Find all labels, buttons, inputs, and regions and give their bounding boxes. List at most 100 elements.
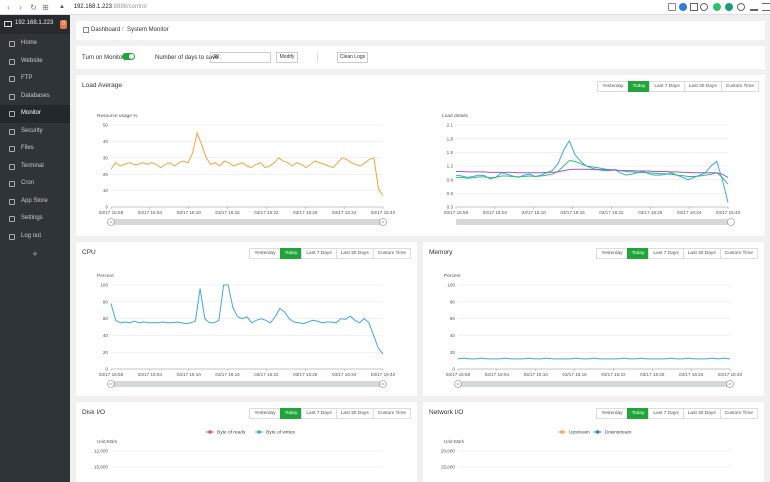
x-tick-label: 03/17 16:10 [177, 210, 202, 215]
slider-handle[interactable] [727, 218, 735, 226]
tab-custom-time[interactable]: Custom Time [372, 408, 411, 419]
panel-title: Network I/O [429, 409, 464, 416]
tab-custom-time[interactable]: Custom Time [719, 408, 758, 419]
settings-icon[interactable] [737, 3, 745, 11]
y-tick-label: 1.8 [447, 136, 454, 141]
server-header: 192.168.1.223 0 [0, 15, 70, 34]
tab-custom-time[interactable]: Custom Time [720, 81, 759, 92]
sidebar-item-label: Cron [21, 180, 35, 186]
cpu-chart: Percent 0 20 40 60 80 100 03/17 15:58 03/17 16:0… [97, 273, 396, 388]
sidebar-item-label: App Store [21, 197, 48, 204]
y-tick-label: 20,000 [441, 449, 455, 454]
y-tick-label: 2.1 [447, 123, 454, 128]
legend-marker [560, 430, 564, 434]
sync-icon[interactable] [725, 3, 733, 11]
breadcrumb: Dashboard / System Monitor [76, 21, 765, 40]
legend-marker [257, 430, 261, 434]
zoom-slider[interactable] [111, 219, 383, 225]
sidebar-item-monitor[interactable]: Monitor [0, 105, 70, 123]
back-icon[interactable]: ‹ [7, 3, 10, 12]
database-icon [9, 93, 15, 100]
time-tabs: Yesterday Today Last 7 Days Last 30 Days Cus… [249, 408, 411, 419]
x-tick-label: 03/17 16:10 [524, 372, 549, 377]
legend-label[interactable]: Upstream [569, 430, 590, 436]
screenshot-icon[interactable] [668, 3, 676, 11]
browser-toolbar: ‹ › ↻ ⊞ ▲ 192.168.1.223:8888/control [0, 0, 770, 15]
chart-plot: Resource usage % 0 10 20 30 40 50 03/17 15:58 03… [97, 113, 396, 226]
sidebar-item-security[interactable]: Security [0, 123, 70, 141]
time-tabs: Yesterday Today Last 7 Days Last 30 Days Cus… [596, 248, 758, 259]
globe-icon [9, 58, 15, 65]
zoom-slider[interactable] [111, 381, 383, 387]
sidebar-item-home[interactable]: Home [0, 35, 70, 53]
sidebar-item-cron[interactable]: Cron [0, 175, 70, 193]
monitor-toggle[interactable] [122, 53, 135, 60]
sidebar-item-label: Files [21, 145, 34, 151]
heart-icon[interactable] [700, 3, 708, 11]
breadcrumb-dashboard[interactable]: Dashboard [91, 27, 121, 33]
x-tick-label: 03/17 16:34 [677, 210, 702, 215]
sidebar-item-settings[interactable]: Settings [0, 210, 70, 228]
profile-icon[interactable] [713, 3, 721, 11]
tab-custom-time[interactable]: Custom Time [719, 248, 758, 259]
tab-custom-time[interactable]: Custom Time [372, 248, 411, 259]
legend-label[interactable]: Downstream [605, 430, 632, 436]
days-input[interactable]: 30 [210, 52, 271, 63]
x-tick-label: 03/17 16:22 [601, 372, 626, 377]
divider [317, 52, 318, 63]
sidebar-item-terminal[interactable]: Terminal [0, 158, 70, 176]
zoom-slider[interactable] [456, 219, 728, 225]
network-chart: Unit:KB/s 25,000 20,000 Upstream Downstream [441, 430, 730, 470]
y-tick-label: 40 [450, 333, 456, 338]
download-icon[interactable] [750, 3, 758, 11]
series-line [457, 357, 731, 360]
y-tick-label: 15,000 [94, 465, 108, 470]
breadcrumb-current: System Monitor [127, 27, 169, 33]
reload-icon[interactable]: ↻ [30, 3, 37, 12]
send-icon[interactable] [690, 3, 698, 11]
monitor-icon [9, 111, 15, 117]
zoom-slider[interactable] [458, 381, 730, 387]
sidebar-item-label: FTP [21, 75, 33, 81]
clean-logs-button[interactable]: Clean Logs [337, 52, 368, 63]
extension-icon[interactable] [679, 3, 687, 11]
address-bar[interactable]: ▲ 192.168.1.223:8888/control [59, 2, 147, 13]
legend-label[interactable]: Byte of reads [217, 430, 246, 436]
home-icon[interactable] [83, 27, 89, 33]
sidebar: 192.168.1.223 0 Home Website FTP Databases M… [0, 15, 70, 482]
load-details-slider[interactable] [456, 218, 735, 226]
forward-icon[interactable]: › [19, 3, 22, 12]
sidebar-item-files[interactable]: Files [0, 140, 70, 158]
sidebar-item-databases[interactable]: Databases [0, 88, 70, 106]
x-tick-label: 03/17 16:04 [483, 210, 508, 215]
y-tick-label: 40 [103, 139, 109, 144]
menu-icon[interactable] [762, 3, 770, 11]
y-tick-label: 80 [450, 299, 456, 304]
x-tick-label: 03/17 16:16 [215, 372, 240, 377]
series-line [110, 284, 384, 355]
modify-button[interactable]: Modify [276, 52, 298, 63]
y-tick-label: 20 [450, 350, 456, 355]
sidebar-item-label: Terminal [21, 162, 44, 169]
apps-icon[interactable]: ⊞ [42, 3, 49, 12]
store-icon [9, 198, 15, 205]
series-line [110, 131, 384, 196]
breadcrumb-separator: / [122, 27, 124, 33]
y-axis-label: Unit:KB/s [444, 439, 465, 445]
sidebar-item-ftp[interactable]: FTP [0, 70, 70, 88]
legend-label[interactable]: Byte of writes [266, 430, 295, 436]
x-tick-label: 03/17 16:34 [332, 210, 357, 215]
sidebar-item-log-out[interactable]: Log out [0, 228, 70, 246]
notification-badge[interactable]: 0 [60, 20, 67, 29]
sidebar-item-label: Log out [21, 232, 42, 239]
chart-plot: Unit:KB/s 25,000 20,000 Upstream Downstream [441, 430, 730, 470]
add-icon[interactable]: + [32, 249, 38, 259]
logout-icon [9, 233, 15, 240]
sidebar-item-website[interactable]: Website [0, 53, 70, 71]
x-tick-label: 03/17 15:58 [446, 372, 471, 377]
cpu-panel: CPU Yesterday Today Last 7 Days Last 30 Day… [76, 242, 417, 396]
sidebar-item-app-store[interactable]: App Store [0, 193, 70, 211]
warning-icon: ▲ [59, 4, 65, 10]
disk-chart: Unit:KB/s 15,000 12,000 Byte of reads Byte o… [94, 430, 383, 470]
ftp-icon [9, 76, 15, 82]
